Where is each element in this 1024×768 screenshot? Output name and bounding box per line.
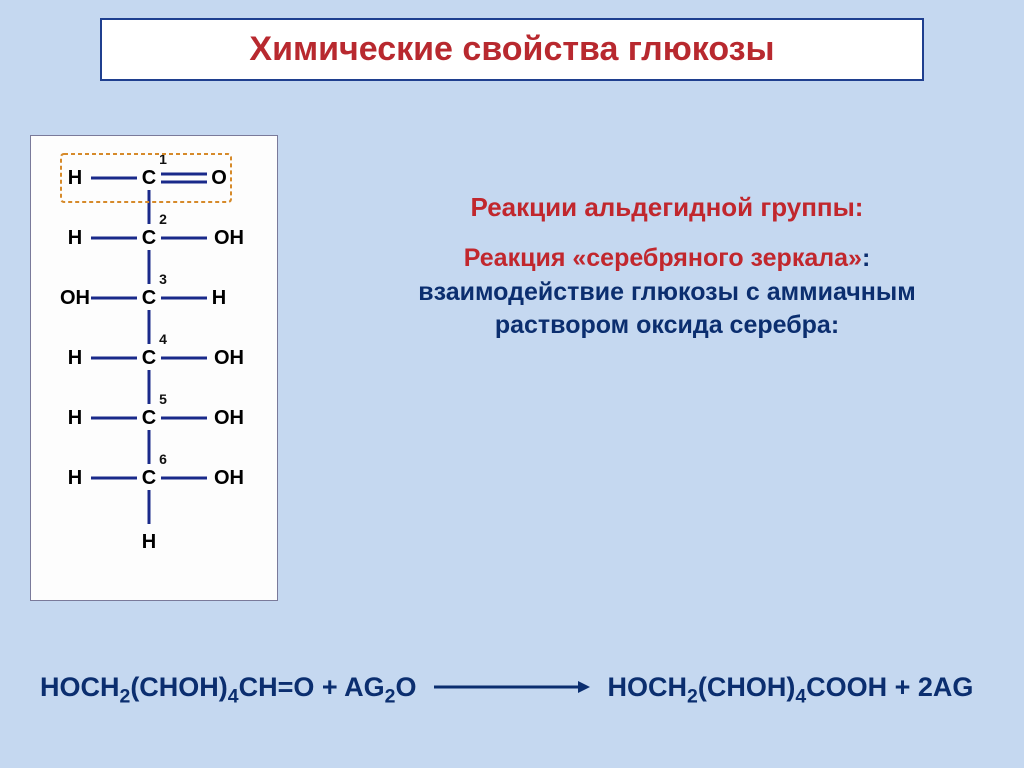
svg-text:OH: OH (214, 467, 244, 489)
svg-text:C: C (142, 407, 156, 429)
slide-title-text: Химические свойства глюкозы (249, 30, 774, 68)
chemical-equation: HOCH2(CHOH)4CH=O + AG2O HOCH2(CHOH)4COOH… (40, 672, 973, 708)
reaction-name: Реакция «серебряного зеркала» (464, 244, 862, 272)
svg-text:H: H (142, 531, 156, 553)
svg-text:O: O (211, 167, 227, 189)
svg-text:OH: OH (214, 347, 244, 369)
svg-text:C: C (142, 167, 156, 189)
svg-text:C: C (142, 347, 156, 369)
reaction-desc-line2: раствором оксида серебра: (495, 311, 839, 339)
reaction-arrow-icon (432, 673, 592, 704)
svg-text:C: C (142, 467, 156, 489)
reaction-text-block: Реакции альдегидной группы: Реакция «сер… (350, 190, 984, 359)
svg-text:H: H (68, 167, 82, 189)
svg-text:4: 4 (159, 331, 167, 347)
reactions-header: Реакции альдегидной группы: (471, 192, 864, 222)
svg-text:H: H (68, 467, 82, 489)
svg-text:C: C (142, 287, 156, 309)
svg-text:OH: OH (214, 407, 244, 429)
svg-text:OH: OH (214, 227, 244, 249)
equation-lhs: HOCH2(CHOH)4CH=O + AG2O (40, 672, 416, 702)
svg-text:OH: OH (60, 287, 90, 309)
reaction-desc-line1: взаимодействие глюкозы с аммиачным (418, 278, 915, 306)
svg-text:H: H (68, 227, 82, 249)
slide-root: Химические свойства глюкозы C1HOC2HOHC3O… (0, 0, 1024, 768)
svg-text:H: H (68, 347, 82, 369)
svg-text:5: 5 (159, 391, 167, 407)
slide-title-box: Химические свойства глюкозы (100, 18, 924, 81)
svg-text:H: H (212, 287, 226, 309)
svg-text:H: H (68, 407, 82, 429)
svg-text:2: 2 (159, 211, 167, 227)
reaction-colon: : (862, 244, 870, 272)
svg-text:C: C (142, 227, 156, 249)
glucose-structure-diagram: C1HOC2HOHC3OHHC4HOHC5HOHC6HOHH (30, 135, 278, 601)
svg-text:3: 3 (159, 271, 167, 287)
equation-rhs: HOCH2(CHOH)4COOH + 2AG (608, 672, 974, 702)
svg-text:6: 6 (159, 451, 167, 467)
